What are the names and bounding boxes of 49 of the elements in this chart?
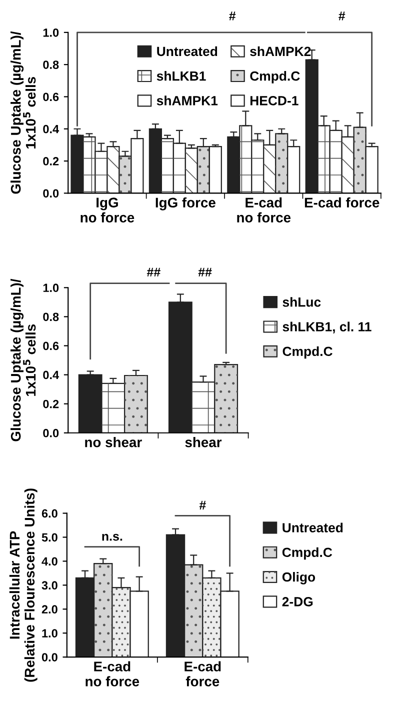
y-tick-label: 0.0: [43, 189, 59, 198]
legend-label: shAMPK1: [156, 96, 218, 106]
text: #: [229, 12, 236, 20]
y-tick-label: 0.4: [43, 370, 60, 380]
y-tick-label: 0.8: [43, 312, 59, 322]
legend-label: shAMPK2: [250, 46, 311, 56]
y-tick-label: 1.0: [43, 284, 59, 292]
x-tick-label: E-cad no force: [237, 197, 291, 222]
y-tick-label: 0.0: [42, 653, 58, 662]
legend-label: shLKB1, cl. 11: [282, 322, 372, 334]
y-axis-title: Glucose Uptake (µg/mL)/ 1x10$^{5}$ cells: [10, 31, 36, 194]
x-tick-label: E-cad no force: [86, 661, 140, 686]
legend-label: 2-DG: [282, 597, 313, 606]
annotation: n.s.: [102, 534, 122, 541]
legend-label: Cmpd.C: [250, 71, 300, 84]
y-tick-label: 1.0: [42, 629, 58, 638]
legend-label: Oligo: [282, 572, 316, 584]
y-tick-label: 0.2: [43, 157, 59, 166]
y-axis-title: Glucose Uptake (µg/mL)/ 1x10$^{5}$ cells: [10, 278, 36, 442]
legend-label: shLuc: [282, 297, 321, 307]
y-tick-label: 3.0: [42, 581, 58, 590]
legend-label: shLKB1: [156, 71, 206, 81]
text: #: [199, 500, 206, 510]
y-tick-label: 0.6: [43, 92, 59, 102]
y-tick-label: 6.0: [42, 509, 58, 518]
y-tick-label: 0.8: [43, 60, 59, 69]
y-tick-label: 2.0: [42, 605, 58, 614]
x-tick-label: no shear: [85, 437, 142, 448]
text: #: [338, 12, 346, 20]
x-tick-label: IgG no force: [80, 198, 134, 222]
y-tick-label: 0.4: [43, 124, 60, 134]
y-tick-label: 0.6: [43, 342, 59, 350]
x-tick-label: shear: [185, 437, 222, 448]
y-axis-title: Intracellular ATP (Relative Flourescence Units): [9, 488, 38, 682]
y-tick-label: 0.2: [43, 400, 59, 408]
text: ##: [198, 268, 212, 276]
y-tick-label: 0.0: [43, 428, 59, 438]
y-tick-label: 4.0: [42, 557, 58, 566]
legend-label: Untreated: [157, 46, 218, 56]
y-tick-label: 1.0: [43, 28, 59, 37]
y-tick-label: 5.0: [42, 533, 58, 542]
legend-label: Cmpd.C: [282, 346, 332, 359]
legend-label: Cmpd.C: [282, 547, 332, 560]
legend-label: Untreated: [282, 522, 343, 532]
legend-label: HECD-1: [250, 96, 298, 106]
x-tick-label: IgG force: [156, 197, 216, 210]
text: ##: [146, 268, 160, 276]
x-tick-label: E-cad force: [304, 197, 380, 208]
x-tick-label: E-cad force: [184, 661, 221, 686]
